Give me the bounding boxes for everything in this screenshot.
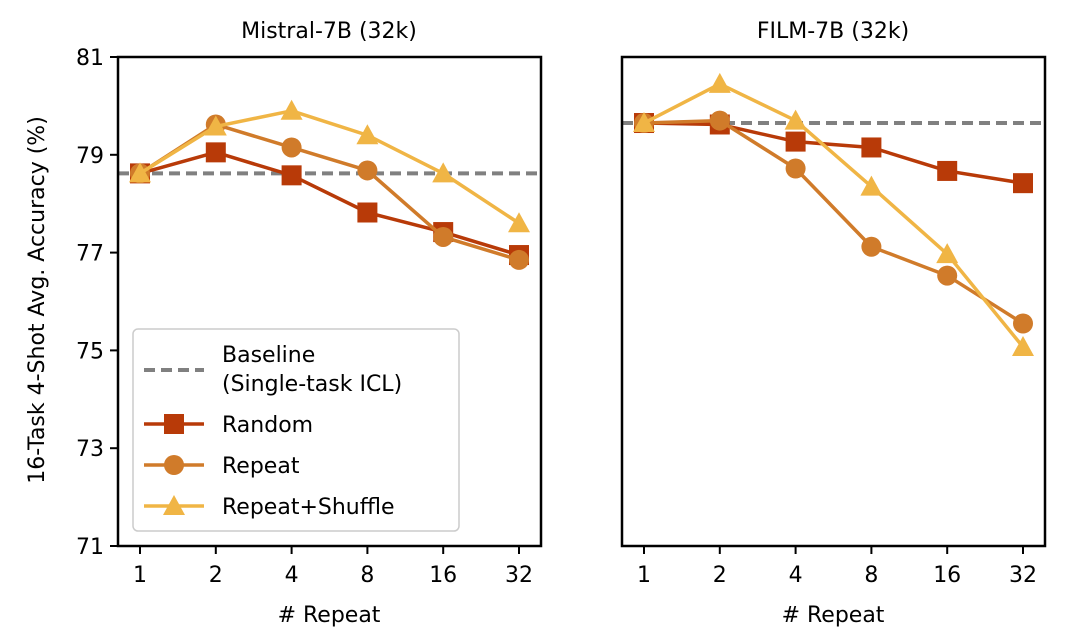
legend-label-repeat-shuffle: Repeat+Shuffle xyxy=(222,495,395,520)
panel-film-plot: 1 2 4 8 16 32 xyxy=(620,55,1047,588)
legend-frame xyxy=(132,328,460,532)
data-point-repeat-mistral xyxy=(509,249,529,270)
data-point-repeat-film xyxy=(861,236,882,257)
series-line-repeat-film xyxy=(643,118,1024,325)
series-line-random-mistral xyxy=(139,150,520,257)
data-point-repeat-film xyxy=(709,110,730,131)
x-tick-label-mistral: 1 xyxy=(133,563,147,588)
series-line-random-film xyxy=(643,121,1024,185)
data-point-repeat-shuffle-mistral xyxy=(129,162,151,183)
legend-marker-random xyxy=(164,414,184,434)
legend-entries: Random Repeat Repeat+Shuffle xyxy=(144,413,395,520)
series-line-repeat-shuffle-mistral xyxy=(139,109,520,225)
plot-frame-film xyxy=(620,55,1047,548)
panel-film: FILM-7B (32k) 1 2 4 8 16 32 # Repeat xyxy=(620,19,1047,628)
x-tick-label-film: 1 xyxy=(637,563,651,588)
legend-label-repeat: Repeat xyxy=(222,454,300,479)
legend-label-baseline-sub: (Single-task ICL) xyxy=(222,372,402,397)
panel-mistral: Mistral-7B (32k) 1 2 4 8 16 32 71 73 75 77 79 81 16… xyxy=(25,19,543,628)
data-point-repeat-shuffle-film xyxy=(708,72,731,93)
data-point-repeat-shuffle-mistral xyxy=(356,124,379,145)
x-tick-label-mistral: 2 xyxy=(209,563,223,588)
data-point-random-film xyxy=(1013,173,1033,194)
y-tick-label: 77 xyxy=(76,242,104,267)
data-point-repeat-shuffle-film xyxy=(1012,335,1034,356)
x-tick-label-mistral: 32 xyxy=(505,563,533,588)
y-axis-label: 16-Task 4-Shot Avg. Accuracy (%) xyxy=(25,116,50,484)
data-point-random-film xyxy=(937,160,958,181)
y-tick-label: 81 xyxy=(76,46,104,71)
x-tick-label-film: 4 xyxy=(789,563,803,588)
data-point-repeat-shuffle-film xyxy=(784,109,807,130)
data-point-repeat-shuffle-film xyxy=(860,175,883,196)
panel-title-film: FILM-7B (32k) xyxy=(757,19,909,44)
data-point-repeat-shuffle-mistral xyxy=(432,162,455,183)
y-tick-label: 73 xyxy=(76,437,104,462)
x-axis-label-mistral: # Repeat xyxy=(278,603,381,628)
data-point-repeat-film xyxy=(1013,313,1033,334)
x-tick-label-mistral: 16 xyxy=(429,563,457,588)
plot-frame-mistral xyxy=(116,55,543,548)
data-point-repeat-shuffle-film xyxy=(633,112,655,133)
data-point-random-mistral xyxy=(205,142,226,163)
data-point-random-film xyxy=(861,137,882,158)
data-point-random-mistral xyxy=(281,165,302,186)
x-axis-label-film: # Repeat xyxy=(782,603,885,628)
legend-label-random: Random xyxy=(222,413,313,438)
x-tick-label-film: 32 xyxy=(1009,563,1037,588)
x-tick-label-film: 2 xyxy=(713,563,727,588)
data-point-repeat-shuffle-mistral xyxy=(280,99,303,120)
x-tick-label-film: 16 xyxy=(933,563,961,588)
data-point-random-mistral xyxy=(357,202,378,223)
legend-label-baseline: Baseline xyxy=(222,343,315,368)
y-tick-label: 75 xyxy=(76,339,104,364)
y-tick-label: 79 xyxy=(76,144,104,169)
series-line-repeat-shuffle-film xyxy=(643,82,1025,349)
x-tick-label-mistral: 4 xyxy=(285,563,299,588)
data-point-repeat-film xyxy=(785,158,806,179)
panel-title-mistral: Mistral-7B (32k) xyxy=(241,19,417,44)
data-point-repeat-mistral xyxy=(357,160,378,181)
panel-mistral-plot: 1 2 4 8 16 32 71 73 75 77 79 81 xyxy=(76,46,543,588)
x-tick-label-film: 8 xyxy=(864,563,878,588)
data-point-repeat-shuffle-mistral xyxy=(508,212,530,233)
y-tick-label: 71 xyxy=(76,535,104,560)
data-point-repeat-mistral xyxy=(281,137,302,158)
legend: Baseline (Single-task ICL) RandomRepeatR… xyxy=(132,328,460,532)
data-point-repeat-shuffle-film xyxy=(936,243,959,264)
data-point-repeat-mistral xyxy=(433,226,454,247)
legend-marker-repeat xyxy=(164,455,184,475)
data-point-repeat-shuffle-mistral xyxy=(204,115,227,136)
data-point-repeat-film xyxy=(937,265,958,286)
data-point-random-film xyxy=(785,131,806,152)
legend-marker-repeat-shuffle xyxy=(163,495,185,515)
x-tick-label-mistral: 8 xyxy=(360,563,374,588)
